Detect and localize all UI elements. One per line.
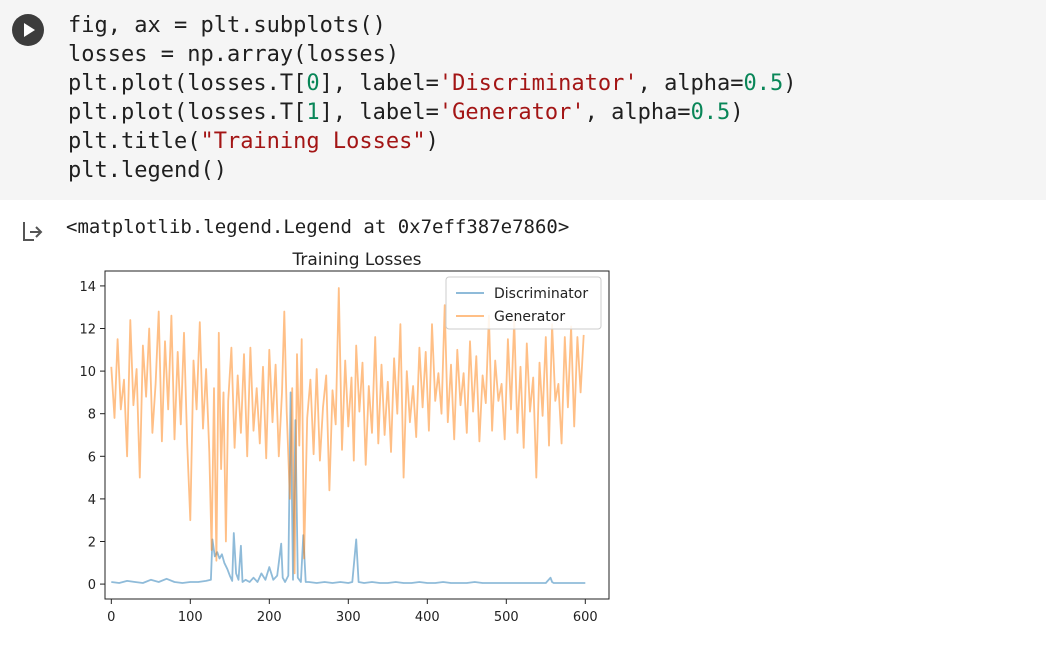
play-icon [24, 23, 35, 37]
code-line: plt.plot(losses.T[0], label='Discriminat… [68, 69, 797, 98]
code-token: , alpha= [584, 100, 691, 125]
chart-title: Training Losses [291, 250, 421, 270]
run-cell-button[interactable] [12, 14, 44, 46]
code-token: "Training Losses" [200, 129, 426, 154]
y-tick-label: 14 [79, 280, 96, 295]
code-line: losses = np.array(losses) [68, 40, 797, 69]
y-tick-label: 10 [79, 365, 96, 380]
output-arrow-icon [23, 222, 43, 241]
code-token: ) [730, 100, 744, 125]
code-token: ) [425, 129, 439, 154]
y-tick-label: 4 [88, 493, 96, 508]
series-line-generator [110, 287, 585, 575]
plot-frame [104, 270, 610, 600]
legend-box [445, 276, 602, 330]
x-tick-label: 300 [336, 610, 361, 625]
code-line: plt.plot(losses.T[1], label='Generator',… [68, 98, 797, 127]
code-token: plt.title( [68, 129, 201, 154]
x-tick-label: 500 [494, 610, 519, 625]
x-tick-label: 200 [257, 610, 282, 625]
code-line: fig, ax = plt.subplots() [68, 11, 797, 40]
x-tick-label: 0 [107, 610, 115, 625]
code-token: plt.plot(losses.T[ [68, 100, 307, 125]
x-tick-label: 600 [573, 610, 598, 625]
y-tick-label: 8 [88, 408, 96, 423]
code-token: ], label= [319, 100, 439, 125]
y-tick-label: 0 [88, 578, 96, 593]
code-line: plt.legend() [68, 156, 797, 185]
legend-label: Generator [494, 309, 565, 325]
code-cell[interactable]: fig, ax = plt.subplots() losses = np.arra… [0, 0, 1046, 200]
y-tick-label: 6 [88, 450, 96, 465]
series-line-discriminator [111, 391, 586, 584]
y-tick-label: 2 [88, 535, 96, 550]
code-token: 0 [306, 71, 320, 96]
training-losses-chart: Training Losses 0 100 200 300 400 500 600 0 2 4 6 8 1… [79, 250, 610, 625]
code-token: 0.5 [743, 71, 784, 96]
output-text: <matplotlib.legend.Legend at 0x7eff387e7… [66, 216, 570, 238]
code-token: 'Generator' [438, 100, 585, 125]
code-token: plt.legend() [68, 158, 227, 183]
code-token: losses = np.array(losses) [68, 42, 400, 67]
x-tick-label: 400 [415, 610, 440, 625]
code-token: plt.plot(losses.T[ [68, 71, 307, 96]
code-token: 'Discriminator' [438, 71, 638, 96]
code-token: fig, ax = plt.subplots() [68, 13, 386, 38]
code-token: 0.5 [690, 100, 731, 125]
legend-label: Discriminator [494, 286, 588, 302]
code-editor[interactable]: fig, ax = plt.subplots() losses = np.arra… [68, 11, 797, 185]
code-token: , alpha= [637, 71, 744, 96]
x-tick-label: 100 [178, 610, 203, 625]
code-token: 1 [306, 100, 320, 125]
code-token: ) [783, 71, 797, 96]
y-tick-label: 12 [79, 323, 96, 338]
code-line: plt.title("Training Losses") [68, 127, 797, 156]
code-token: ], label= [319, 71, 439, 96]
